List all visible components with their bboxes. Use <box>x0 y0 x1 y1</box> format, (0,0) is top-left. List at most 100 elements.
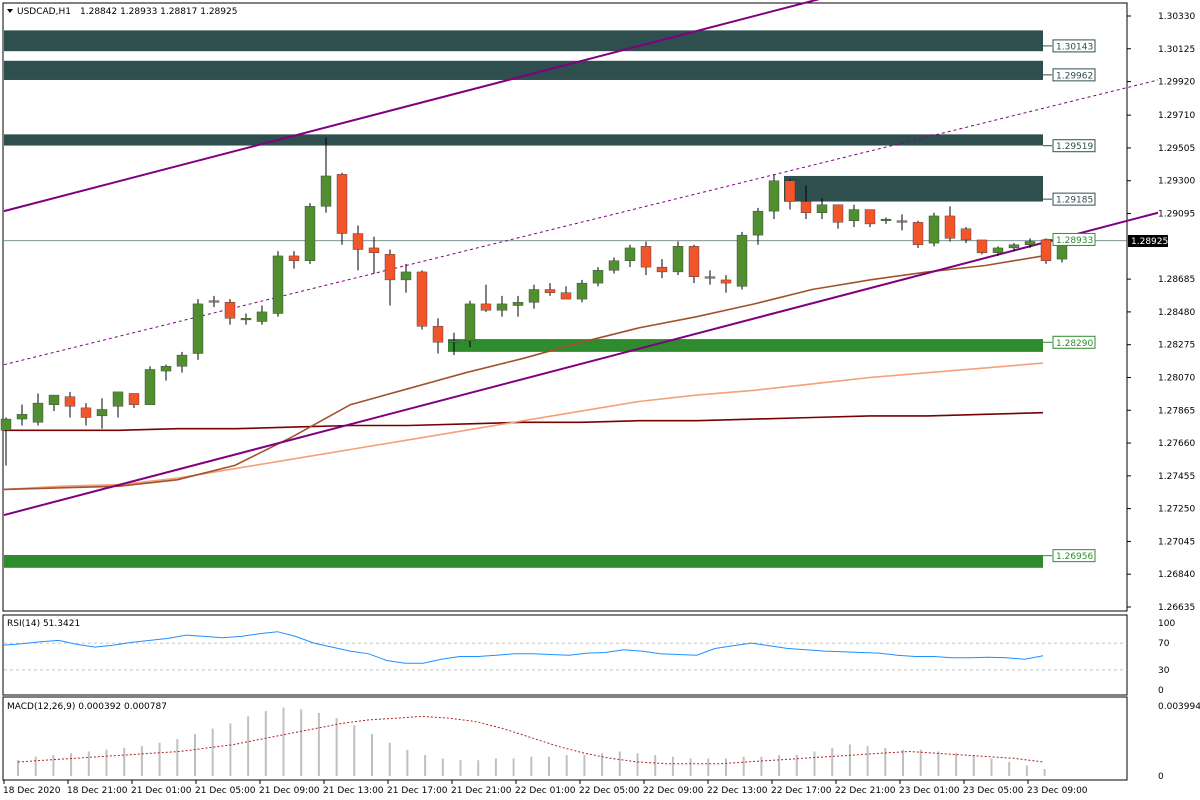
candle-body <box>640 246 652 268</box>
zone-rect <box>4 30 1043 52</box>
candle-body <box>80 407 92 418</box>
candle-body <box>768 180 780 212</box>
candle-body <box>176 354 188 367</box>
candle-body <box>784 180 796 202</box>
level-label-text: 1.29962 <box>1056 71 1093 81</box>
candle-body <box>112 391 124 407</box>
candle-body <box>960 228 972 241</box>
time-tick-label: 23 Dec 05:00 <box>963 786 1024 796</box>
price-tick-label: 1.28275 <box>1158 341 1195 351</box>
time-tick-label: 22 Dec 21:00 <box>835 786 896 796</box>
rsi-tick-label: 0 <box>1158 686 1164 696</box>
time-axis: 18 Dec 2020 18 Dec 21:00 21 Dec 01:00 21 De… <box>3 780 1088 796</box>
candle-body <box>64 396 76 407</box>
level-label-box <box>1052 232 1096 246</box>
macd-tick-label: 0.003994 <box>1158 702 1200 712</box>
level-label-text: 1.29519 <box>1056 142 1093 152</box>
candle-body <box>304 206 316 261</box>
current-price-label: 1.28925 <box>1131 237 1168 247</box>
rsi-tick-label: 30 <box>1158 666 1170 676</box>
candle-body <box>480 303 492 311</box>
moving-average-line <box>3 362 1044 491</box>
candle-body <box>320 175 332 207</box>
candle-body <box>752 210 764 236</box>
candle-body <box>1024 241 1036 245</box>
macd-tick-label: 0 <box>1158 772 1164 782</box>
candle-body <box>736 234 748 287</box>
chart-ohlc-label: 1.28842 1.28933 1.28817 1.28925 <box>80 7 237 17</box>
candle-body <box>864 209 876 225</box>
candle-body <box>96 409 108 417</box>
zone-rect <box>4 60 1043 80</box>
candle-body <box>240 318 252 321</box>
rsi-layer: 100 70 30 0 <box>3 619 1175 696</box>
candle-body <box>368 247 380 253</box>
price-tick-label: 1.29505 <box>1158 144 1195 154</box>
candle-body <box>608 260 620 271</box>
candle-body <box>944 215 956 239</box>
level-label-box <box>1052 139 1096 153</box>
candle-body <box>560 292 572 300</box>
candle-body <box>880 218 892 221</box>
candle-body <box>144 369 156 405</box>
rsi-tick-label: 100 <box>1158 619 1175 629</box>
level-labels-layer: 1.30143 1.29962 1.29519 1.29185 1.28933 1.282… <box>1043 39 1096 563</box>
candle-body <box>272 255 284 314</box>
zone-rect <box>4 555 1043 568</box>
level-label-text: 1.28933 <box>1056 236 1093 246</box>
price-tick-label: 1.26635 <box>1158 603 1195 613</box>
channel-line <box>3 211 1159 516</box>
time-tick-label: 23 Dec 01:00 <box>899 786 960 796</box>
price-tick-label: 1.28070 <box>1158 373 1195 383</box>
time-tick-label: 21 Dec 09:00 <box>259 786 320 796</box>
main-panel-frame <box>2 2 1128 612</box>
rsi-tick-label: 70 <box>1158 639 1170 649</box>
rsi-label: RSI(14) 51.3421 <box>7 619 80 629</box>
candle-body <box>416 271 428 327</box>
channel-line <box>3 0 820 213</box>
zones-layer <box>4 30 1043 568</box>
candle-body <box>288 255 300 261</box>
candle-body <box>720 279 732 284</box>
candle-body <box>672 246 684 273</box>
candle-body <box>592 270 604 284</box>
candle-body <box>528 289 540 303</box>
price-tick-label: 1.27455 <box>1158 472 1195 482</box>
zone-rect <box>4 134 1043 146</box>
macd-panel-frame <box>2 696 1128 781</box>
time-tick-label: 22 Dec 01:00 <box>515 786 576 796</box>
level-label-text: 1.30143 <box>1056 42 1093 52</box>
zone-rect <box>448 339 1043 352</box>
price-tick-label: 1.29095 <box>1158 210 1195 220</box>
level-label-box <box>1052 192 1096 206</box>
candle-body <box>928 215 940 244</box>
candle-body <box>16 414 28 420</box>
price-tick-label: 1.30125 <box>1158 45 1195 55</box>
candle-body <box>224 302 236 319</box>
candle-body <box>688 246 700 277</box>
price-tick-label: 1.28480 <box>1158 308 1195 318</box>
candle-body <box>896 220 908 223</box>
candle-body <box>512 302 524 306</box>
time-tick-label: 21 Dec 01:00 <box>131 786 192 796</box>
chart-symbol-label: USDCAD,H1 <box>17 7 71 17</box>
candle-body <box>912 222 924 245</box>
time-tick-label: 22 Dec 05:00 <box>579 786 640 796</box>
candle-body <box>256 311 268 322</box>
time-tick-label: 18 Dec 21:00 <box>67 786 128 796</box>
candle-body <box>816 204 828 213</box>
price-tick-label: 1.29300 <box>1158 177 1195 187</box>
candle-body <box>160 366 172 372</box>
price-tick-label: 1.27660 <box>1158 439 1195 449</box>
candle-body <box>704 276 716 279</box>
price-tick-label: 1.26840 <box>1158 570 1195 580</box>
candle-body <box>192 303 204 354</box>
dropdown-triangle-icon[interactable] <box>7 9 13 13</box>
macd-label: MACD(12,26,9) 0.000392 0.000787 <box>7 702 167 712</box>
candle-body <box>352 233 364 250</box>
candle-body <box>432 326 444 343</box>
price-tick-label: 1.27045 <box>1158 537 1195 547</box>
price-tick-label: 1.29710 <box>1158 111 1195 121</box>
